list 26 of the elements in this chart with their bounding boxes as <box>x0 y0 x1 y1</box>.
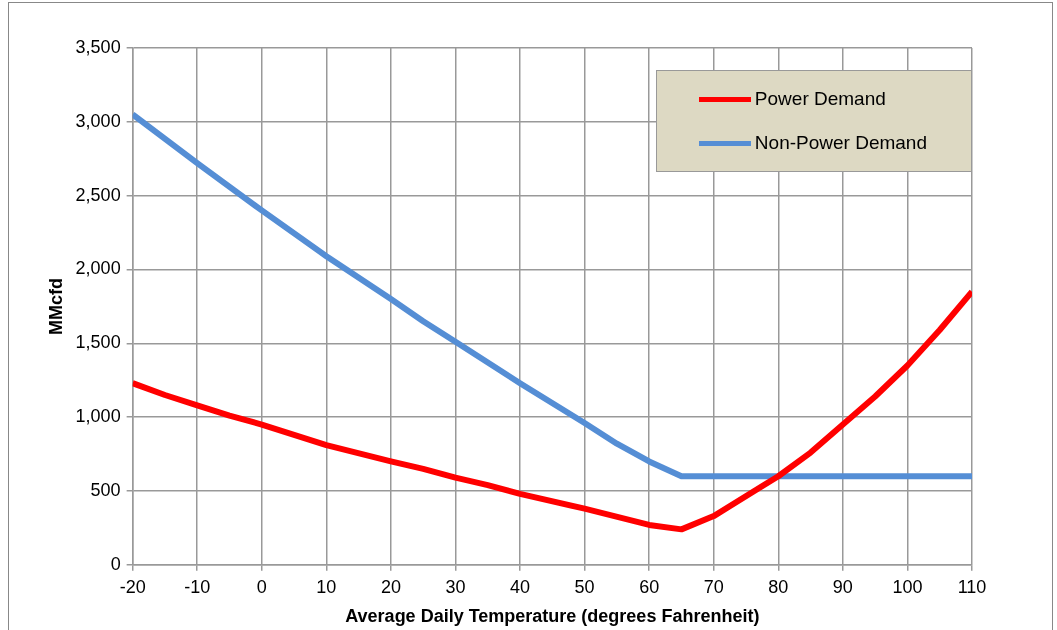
x-tick-label: 50 <box>574 576 595 597</box>
y-tick-label: 2,000 <box>75 258 121 279</box>
y-tick-label: 2,500 <box>75 184 121 205</box>
y-tick-label: 3,500 <box>75 36 121 57</box>
x-tick-label: 60 <box>639 576 660 597</box>
y-tick-label: 1,000 <box>75 406 121 427</box>
y-tick-label: 0 <box>110 553 121 574</box>
y-tick-label: 500 <box>90 479 121 500</box>
x-axis-title: Average Daily Temperature (degrees Fahrenheit) <box>345 606 760 627</box>
legend-label: Non-Power Demand <box>754 132 927 154</box>
x-tick-label: 70 <box>703 576 724 597</box>
x-tick-label: 10 <box>316 576 337 597</box>
y-tick-label: 3,000 <box>75 110 121 131</box>
x-tick-label: 110 <box>957 576 987 597</box>
y-axis-title: MMcfd <box>45 277 66 335</box>
x-tick-label: 80 <box>768 576 789 597</box>
x-tick-label: 20 <box>380 576 401 597</box>
x-tick-label: 30 <box>445 576 466 597</box>
x-tick-label: 40 <box>510 576 531 597</box>
x-tick-label: 100 <box>892 576 923 597</box>
x-tick-label: 90 <box>832 576 853 597</box>
x-tick-label: -20 <box>119 576 146 597</box>
x-tick-label: 0 <box>256 576 267 597</box>
x-tick-label: -10 <box>184 576 211 597</box>
legend-label: Power Demand <box>754 88 886 110</box>
y-tick-label: 1,500 <box>75 332 121 353</box>
